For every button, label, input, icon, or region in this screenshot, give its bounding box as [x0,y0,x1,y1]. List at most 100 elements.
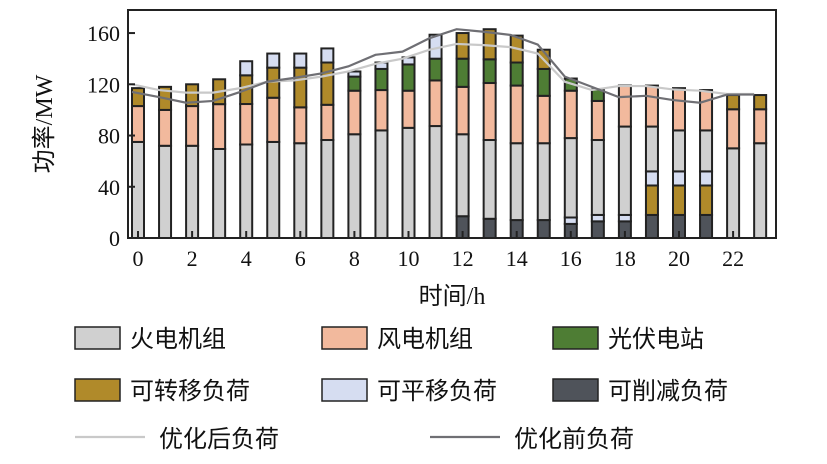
bar-coal-h5 [266,140,281,239]
bar-wind-h14 [509,84,524,145]
bar-coal-h20 [672,129,686,173]
bar-wind-h8 [347,89,362,136]
bar-wind-h17 [590,99,605,142]
x-tick-label: 0 [133,246,144,271]
bar-trans-h6 [293,52,308,69]
bar-coal-h3 [212,147,227,239]
bar-cut-h17 [590,220,605,239]
bar-coal-h11 [428,125,443,239]
bar-cut-h19 [644,213,659,239]
bar-coal-h9 [374,129,389,239]
bar-wind-h11 [428,79,443,128]
x-tick-label: 12 [452,246,474,271]
x-axis-label: 时间/h [419,283,486,310]
x-tick-label: 18 [614,246,636,271]
legend-label: 优化后负荷 [159,426,279,453]
bar-coal-h6 [293,142,308,239]
bar-wind-h5 [266,96,281,143]
bar-wind-h9 [374,89,389,132]
x-tick-label: 22 [722,246,744,271]
bar-trans-h5 [266,52,281,69]
bar-coal-h4 [239,143,254,239]
legend-swatch [321,326,368,350]
bar-shift-h23 [753,94,768,111]
bar-coal-h8 [347,133,362,239]
bar-wind-h1 [158,108,173,147]
x-tick-label: 10 [398,246,420,271]
bar-wind-h12 [455,85,470,136]
x-tick-label: 2 [187,246,198,271]
bar-pv-h8 [347,75,362,92]
legend-swatch [321,378,368,402]
bar-trans_low-h19 [644,170,659,187]
line-before-optimization [131,28,755,104]
bar-wind-h3 [212,103,227,150]
bar-coal-h19 [644,125,659,173]
bar-coal-h16 [563,137,578,219]
legend-label: 光伏电站 [608,326,704,353]
x-tick-label: 16 [560,246,582,271]
bar-shift-h0 [131,87,145,108]
bar-wind-h2 [185,105,200,147]
bar-wind-h18 [617,84,632,128]
bar-trans-h8 [347,70,362,78]
bar-wind-h13 [482,82,497,142]
bar-coal-h1 [158,144,173,239]
bar-coal-h15 [536,142,551,222]
y-tick-label: 80 [98,124,120,149]
legend-label: 优化前负荷 [514,426,634,453]
bar-coal-h14 [509,142,524,222]
bar-pv-h10 [401,63,416,92]
legend-label: 可转移负荷 [130,378,250,405]
x-tick-label: 20 [668,246,690,271]
bar-pv-h11 [428,57,443,82]
bar-coal-h2 [185,144,200,239]
bar-shift_low-h20 [672,184,686,216]
x-tick-label: 8 [349,246,360,271]
bar-coal-h13 [482,139,497,220]
bar-wind-h16 [563,89,578,140]
legend-swatch [74,378,121,402]
bar-shift-h7 [320,61,335,106]
bar-coal-h7 [320,139,335,239]
bar-wind-h15 [536,94,551,145]
bar-wind-h23 [753,108,768,145]
bar-wind-h10 [401,89,416,129]
x-tick-label: 4 [241,246,252,271]
bar-cut-h15 [536,219,551,239]
x-tick-label: 6 [295,246,306,271]
legend-label: 可削减负荷 [608,378,728,405]
lines-layer [131,28,755,104]
legend-label: 可平移负荷 [377,378,497,405]
bar-cut-h13 [482,217,497,239]
bar-shift_low-h19 [644,184,659,216]
y-axis-label: 功率/MW [31,74,58,173]
bar-pv-h13 [482,58,497,85]
y-tick-label: 160 [87,21,120,46]
y-tick-label: 40 [98,175,120,200]
bar-wind-h7 [320,103,335,142]
y-tick-label: 0 [109,226,120,251]
bar-coal-h0 [131,140,145,239]
bar-wind-h22 [726,108,741,150]
bar-wind-h4 [239,103,254,146]
bar-coal-h12 [455,133,470,218]
bar-trans_low-h20 [672,170,686,187]
bar-cut-h21 [699,213,714,239]
bar-coal-h21 [699,129,714,173]
legend-swatch [552,326,599,350]
bar-shift-h6 [293,66,308,109]
x-tick-label: 14 [506,246,528,271]
bar-coal-h17 [590,139,605,216]
bar-trans_low-h21 [699,170,714,187]
legend-label: 火电机组 [130,326,226,353]
bar-shift-h12 [455,32,470,60]
bar-coal-h10 [401,126,416,239]
bar-wind-h6 [293,106,308,145]
bar-wind-h19 [644,84,659,128]
legend-swatch [552,378,599,402]
bar-shift_low-h21 [699,184,714,216]
bar-pv-h15 [536,67,551,97]
bars-layer [131,28,768,239]
